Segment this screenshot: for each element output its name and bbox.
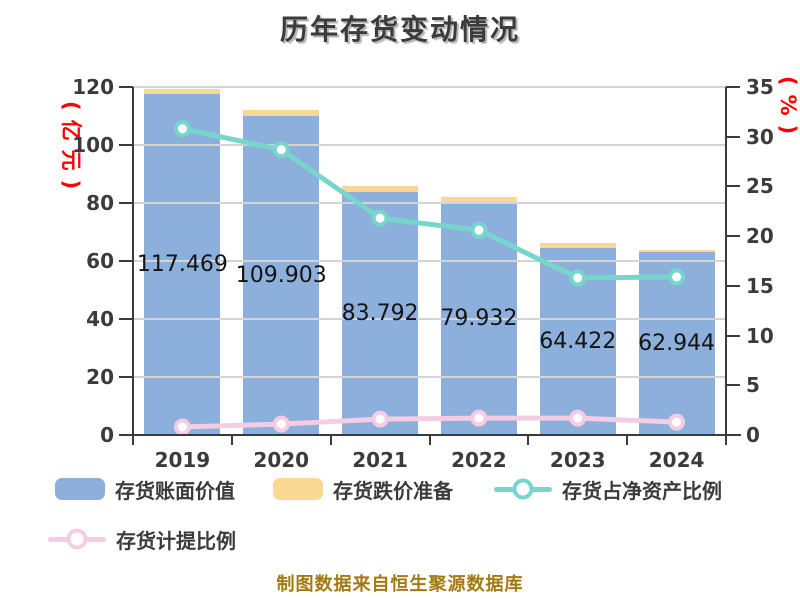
left-axis-tick: [119, 202, 133, 204]
gridline: [133, 202, 726, 204]
gridline: [133, 144, 726, 146]
bar-value-label: 109.903: [235, 262, 327, 288]
left-axis-tick: [119, 144, 133, 146]
left-axis-tick-label: 0: [100, 423, 114, 447]
right-axis-tick-label: 0: [746, 423, 760, 447]
x-axis-tick: [230, 436, 233, 445]
x-axis-label: 2022: [451, 448, 507, 472]
right-axis-tick-label: 10: [746, 323, 774, 348]
left-axis-tick-label: 100: [72, 133, 114, 157]
left-axis-tick-label: 20: [86, 365, 114, 389]
chart-title: 历年存货变动情况: [279, 13, 520, 46]
bar-depreciation-2021: [342, 185, 419, 192]
x-axis-label: 2024: [648, 448, 705, 472]
bar-depreciation-2019: [144, 88, 221, 95]
bar-value-label: 83.792: [341, 300, 419, 326]
right-axis-tick: [726, 235, 740, 238]
right-axis-tick: [726, 185, 740, 188]
left-axis-line: [132, 87, 134, 445]
x-axis-tick: [527, 436, 530, 445]
right-axis-tick-label: 15: [746, 273, 774, 298]
data-source-note: 制图数据来自恒生聚源数据库: [276, 574, 524, 595]
gridline: [133, 86, 726, 88]
right-axis-tick: [726, 86, 740, 88]
x-axis-tick: [626, 436, 629, 445]
right-axis-line: [725, 87, 727, 445]
bar-depreciation-2024: [638, 249, 715, 253]
left-axis-tick: [119, 318, 133, 320]
x-axis-label: 2019: [154, 448, 211, 472]
bar-value-label: 79.932: [440, 306, 518, 332]
right-axis-tick-label: 5: [746, 373, 760, 398]
right-axis-tick-label: 20: [746, 224, 774, 249]
x-axis-tick: [329, 436, 332, 445]
right-axis-tick: [726, 334, 740, 337]
left-axis-tick-label: 60: [86, 249, 114, 273]
left-axis-tick: [119, 260, 133, 262]
x-axis-label: 2023: [549, 448, 606, 472]
right-axis-tick-label: 35: [746, 75, 774, 99]
bar-value-label: 64.422: [539, 328, 617, 354]
bar-depreciation-2020: [243, 110, 320, 117]
left-axis-tick: [119, 376, 133, 378]
x-axis-line: [119, 434, 741, 436]
right-axis-tick: [726, 284, 740, 287]
gridline: [133, 318, 726, 320]
x-axis-label: 2021: [352, 448, 408, 472]
bar-depreciation-2023: [539, 243, 616, 249]
left-axis-tick: [119, 86, 133, 88]
left-axis-tick-label: 40: [86, 307, 114, 331]
left-axis-tick-label: 120: [72, 75, 114, 99]
right-axis-tick-label: 25: [746, 174, 774, 199]
bar-value-label: 62.944: [638, 330, 716, 356]
gridline: [133, 376, 726, 378]
left-axis-tick-label: 80: [86, 191, 114, 215]
x-axis-label: 2020: [253, 448, 310, 472]
right-axis-tick: [726, 135, 740, 138]
right-axis-tick: [726, 384, 740, 387]
x-axis-tick: [428, 436, 431, 445]
right-axis-tick-label: 30: [746, 124, 774, 149]
